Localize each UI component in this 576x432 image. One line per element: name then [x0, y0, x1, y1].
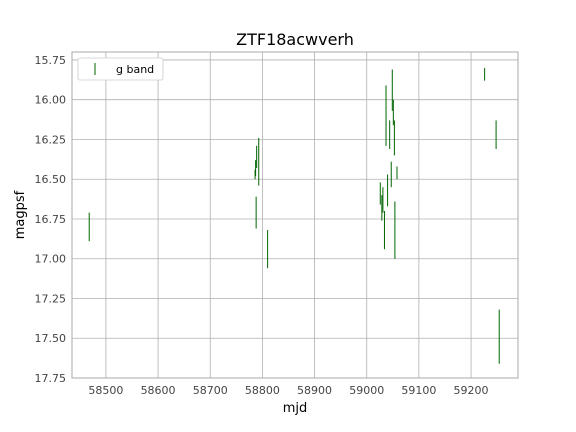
x-tick-label: 58500 [88, 384, 123, 397]
y-tick-label: 16.50 [35, 173, 67, 186]
y-tick-label: 17.50 [35, 332, 67, 345]
y-tick-label: 17.75 [35, 372, 67, 385]
y-tick-label: 16.00 [35, 94, 67, 107]
x-tick-label: 58700 [193, 384, 228, 397]
x-tick-label: 59200 [454, 384, 489, 397]
y-tick-label: 17.00 [35, 253, 67, 266]
x-tick-label: 58800 [245, 384, 280, 397]
tick-labels: 58500 58600 58700 58800 58900 59000 59100 59200… [35, 54, 489, 397]
x-tick-label: 59000 [349, 384, 384, 397]
y-axis-label: magpsf [13, 190, 28, 239]
y-tick-label: 16.25 [35, 133, 67, 146]
y-tick-label: 16.75 [35, 213, 67, 226]
legend-box [77, 57, 164, 81]
x-tick-label: 58900 [297, 384, 332, 397]
x-tick-label: 59100 [401, 384, 436, 397]
y-tick-label: 15.75 [35, 54, 67, 67]
x-axis-label: mjd [283, 401, 308, 416]
legend-label: g band [116, 63, 154, 76]
chart-title: ZTF18acwverh [236, 30, 354, 49]
x-tick-label: 58600 [141, 384, 176, 397]
plot-frame [71, 51, 519, 379]
y-tick-label: 17.25 [35, 292, 67, 305]
data-points [88, 67, 500, 364]
legend: g band [77, 57, 164, 81]
